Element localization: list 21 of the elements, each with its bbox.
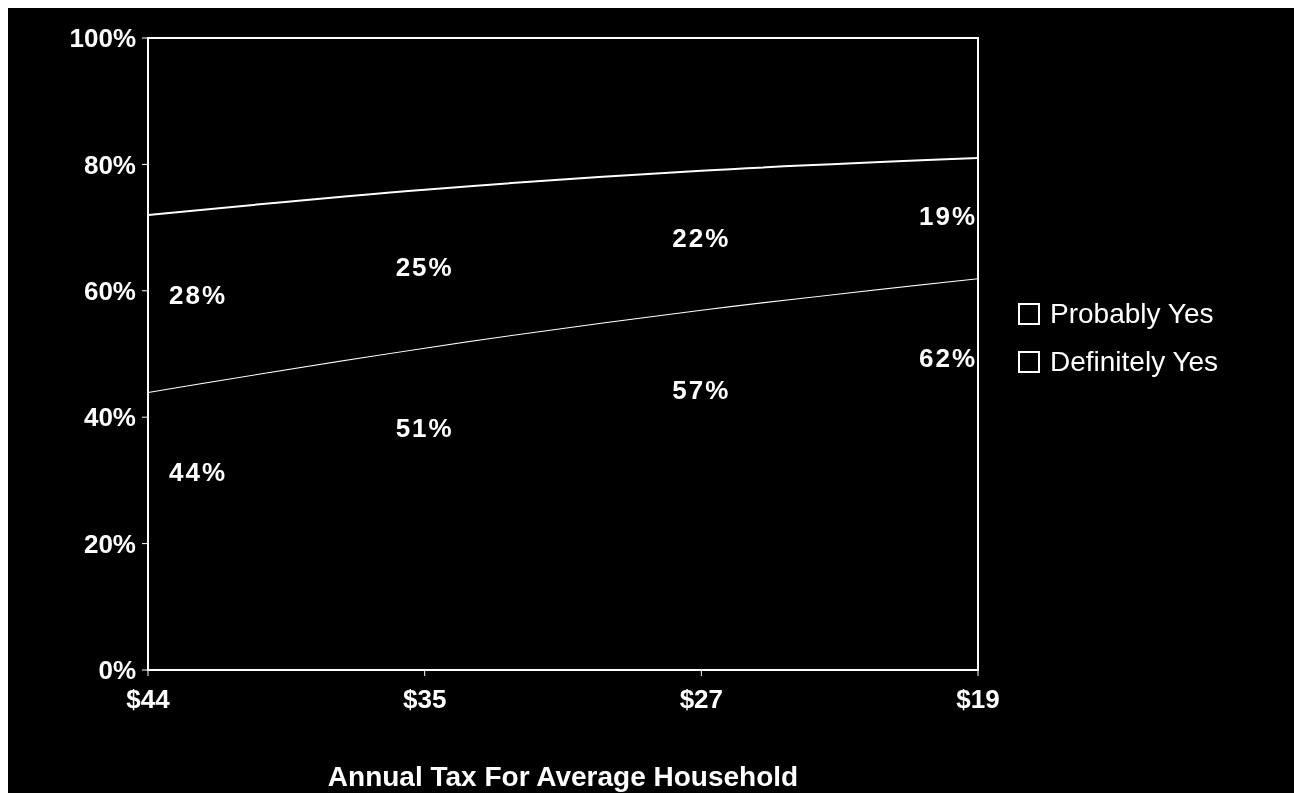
x-tick-label: $19: [956, 684, 1000, 715]
y-tick-label: 20%: [83, 528, 136, 559]
y-tick-label: 80%: [83, 149, 136, 180]
data-label: 62%: [918, 343, 978, 374]
legend-label: Probably Yes: [1050, 298, 1214, 330]
x-tick-label: $44: [126, 684, 171, 715]
data-label: 28%: [168, 279, 228, 310]
data-label: 25%: [395, 251, 454, 282]
y-tick-label: 100%: [69, 23, 136, 54]
y-tick-label: 0%: [98, 655, 136, 686]
data-label: 22%: [672, 223, 731, 254]
y-tick-label: 60%: [83, 276, 136, 307]
data-label: 51%: [395, 412, 454, 443]
legend-label: Definitely Yes: [1050, 346, 1219, 378]
y-tick-label: 40%: [83, 402, 136, 433]
x-tick-label: $27: [679, 684, 724, 715]
data-label: 19%: [918, 200, 978, 231]
data-label: 57%: [672, 374, 731, 405]
x-tick-label: $35: [402, 684, 447, 715]
data-label: 44%: [168, 456, 228, 487]
x-axis-title: Annual Tax For Average Household: [327, 761, 799, 792]
